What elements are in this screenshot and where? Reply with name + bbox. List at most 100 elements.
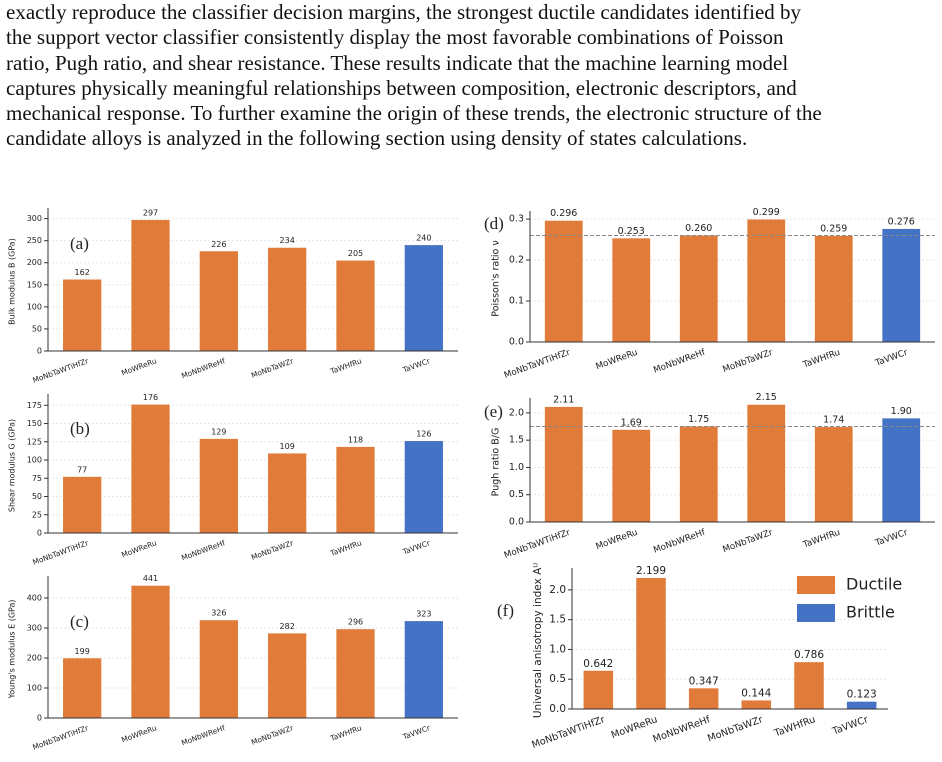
y-tick-label: 400 <box>27 594 42 603</box>
value-label: 0.786 <box>794 649 824 661</box>
value-label: 126 <box>416 430 431 439</box>
panel-label: (c) <box>70 612 89 631</box>
paragraph: exactly reproduce the classifier decisio… <box>6 0 942 152</box>
y-tick-label: 1.5 <box>509 435 524 446</box>
y-axis-label: Bulk modulus B (GPa) <box>8 238 17 325</box>
y-tick-label: 50 <box>32 324 42 333</box>
y-tick-label: 300 <box>27 624 42 633</box>
y-tick-label: 1.0 <box>549 643 566 655</box>
text-line: the support vector classifier consistent… <box>6 25 784 50</box>
y-tick-label: 75 <box>32 474 42 483</box>
x-tick-label: MoNbTaWTiHfZr <box>503 348 572 381</box>
value-label: 297 <box>143 208 158 217</box>
value-label: 199 <box>75 647 90 656</box>
y-tick-label: 100 <box>27 456 42 465</box>
value-label: 0.642 <box>583 658 613 670</box>
x-tick-label: MoNbTaWTiHfZr <box>31 538 90 567</box>
bar <box>199 438 238 533</box>
bar <box>747 404 786 522</box>
value-label: 77 <box>77 465 87 474</box>
y-tick-label: 0.5 <box>509 489 524 500</box>
x-tick-label: TaVWCr <box>401 356 432 375</box>
bar <box>846 701 877 709</box>
panel-label: (d) <box>484 214 504 233</box>
x-tick-label: MoNbTaWTiHfZr <box>31 723 90 752</box>
x-tick-label: MoNbWReHf <box>652 714 713 745</box>
x-tick-label: TaVWCr <box>873 348 909 369</box>
value-label: 0.299 <box>753 207 780 218</box>
legend-label: Brittle <box>846 603 895 622</box>
bar <box>688 688 719 709</box>
x-tick-label: MoNbTaWTiHfZr <box>530 714 606 751</box>
value-label: 0.253 <box>618 226 645 237</box>
y-tick-label: 100 <box>27 684 42 693</box>
y-tick-label: 150 <box>27 419 42 428</box>
panel-label: (a) <box>70 234 89 253</box>
x-tick-label: MoNbTaWZr <box>250 723 295 747</box>
x-tick-label: TaWHfRu <box>328 356 363 376</box>
x-tick-label: MoNbWReHf <box>652 527 707 555</box>
y-tick-label: 0.3 <box>509 214 524 225</box>
panel-label: (f) <box>497 601 514 620</box>
bar <box>131 404 170 533</box>
bar <box>63 476 102 533</box>
value-label: 1.69 <box>621 417 642 428</box>
value-label: 234 <box>280 236 295 245</box>
text-line: ratio, Pugh ratio, and shear resistance.… <box>6 50 789 75</box>
y-tick-label: 150 <box>27 280 42 289</box>
x-tick-label: TaVWCr <box>830 714 870 737</box>
value-label: 1.90 <box>891 406 912 417</box>
value-label: 0.144 <box>741 687 771 699</box>
x-tick-label: MoWReRu <box>595 348 640 372</box>
bar <box>131 219 170 351</box>
y-tick-label: 300 <box>27 214 42 223</box>
bar <box>336 446 375 533</box>
value-label: 176 <box>143 393 158 402</box>
value-label: 2.11 <box>553 394 574 405</box>
y-axis-label: Pugh ratio B/G <box>491 428 502 497</box>
y-tick-label: 1.0 <box>509 462 524 473</box>
x-tick-label: MoNbTaWZr <box>250 356 295 380</box>
value-label: 118 <box>348 435 363 444</box>
y-tick-label: 100 <box>27 302 42 311</box>
x-tick-label: MoNbTaWZr <box>250 538 295 562</box>
value-label: 205 <box>348 249 363 258</box>
x-tick-label: MoNbTaWZr <box>721 348 774 375</box>
text-line: exactly reproduce the classifier decisio… <box>6 0 802 24</box>
y-tick-label: 0 <box>37 714 42 723</box>
y-tick-label: 0.5 <box>549 673 566 685</box>
value-label: 2.15 <box>756 392 777 403</box>
y-tick-label: 1.5 <box>549 614 566 626</box>
bar <box>131 585 170 718</box>
value-label: 162 <box>75 268 90 277</box>
bar <box>268 453 307 533</box>
y-tick-label: 50 <box>32 492 42 501</box>
text-line: captures physically meaningful relations… <box>6 75 797 100</box>
bar <box>404 621 443 718</box>
text-line: candidate alloys is analyzed in the foll… <box>6 126 748 151</box>
y-tick-label: 200 <box>27 258 42 267</box>
bar <box>636 578 666 709</box>
y-tick-label: 0 <box>37 347 42 356</box>
value-label: 0.259 <box>820 223 847 234</box>
y-axis-label: Poisson's ratio ν <box>491 240 502 316</box>
y-tick-label: 175 <box>27 401 42 410</box>
bar <box>404 441 443 533</box>
y-tick-label: 2.0 <box>509 407 524 418</box>
value-label: 0.347 <box>689 675 719 687</box>
value-label: 0.296 <box>550 208 577 219</box>
x-tick-label: TaWHfRu <box>772 714 817 739</box>
value-label: 226 <box>211 240 226 249</box>
x-tick-label: MoWReRu <box>120 356 158 377</box>
x-tick-label: TaVWCr <box>401 538 432 557</box>
bar <box>747 219 786 342</box>
bar <box>882 228 921 342</box>
bar <box>679 235 718 342</box>
bar <box>336 260 375 351</box>
value-label: 0.276 <box>888 216 915 227</box>
bar <box>814 427 853 522</box>
bar <box>199 620 238 718</box>
x-tick-label: MoNbWReHf <box>180 723 226 747</box>
value-label: 109 <box>280 442 295 451</box>
